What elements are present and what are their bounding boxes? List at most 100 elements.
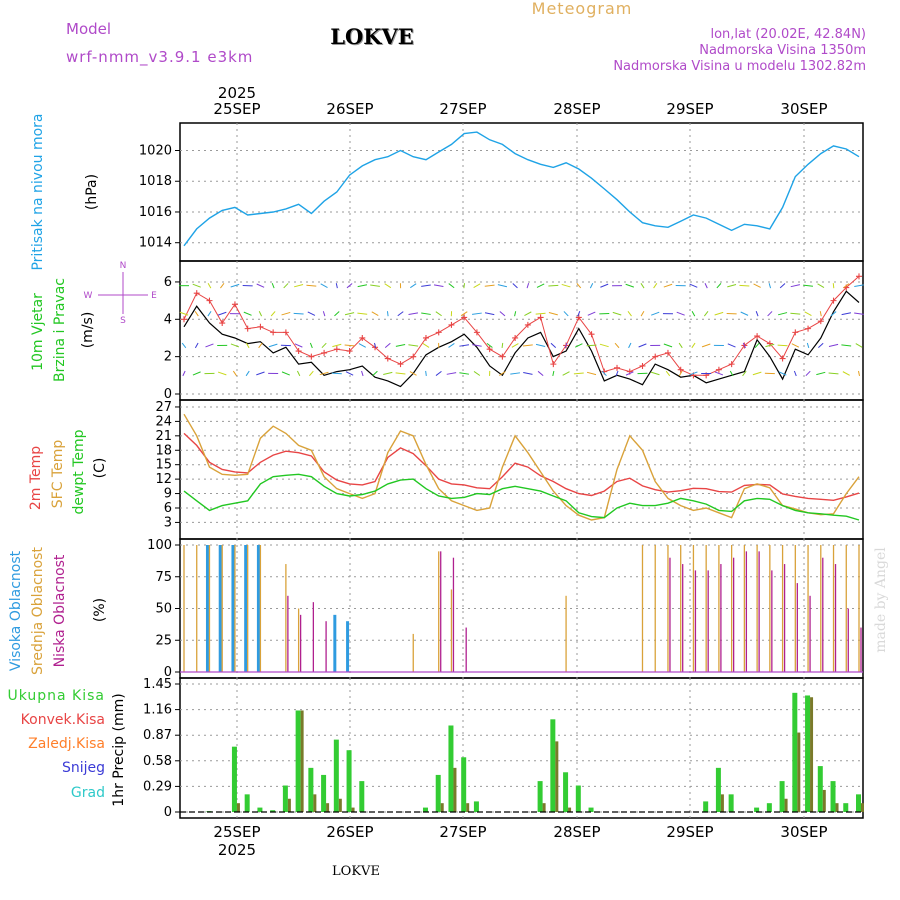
wind-gust-point xyxy=(422,334,429,341)
top-date-label: 26SEP xyxy=(326,100,373,118)
wind-direction-arrow xyxy=(484,312,495,316)
wind-direction-arrow xyxy=(283,283,289,289)
wind-direction-arrow xyxy=(296,370,301,377)
sfc-temp-line xyxy=(183,413,860,521)
wind-direction-arrow xyxy=(256,283,265,288)
bottom-year: 2025 xyxy=(218,841,256,859)
total-precip-bar xyxy=(461,757,467,812)
pressure-line xyxy=(183,131,860,247)
wind-direction-arrow xyxy=(294,284,304,288)
wind-gust-point xyxy=(257,323,264,330)
wind-direction-arrow xyxy=(514,311,517,317)
wind-direction-arrow xyxy=(714,371,724,376)
wind-direction-arrow xyxy=(817,283,825,289)
wind-gust-point xyxy=(588,331,595,338)
wind-direction-arrow xyxy=(830,311,837,317)
wind-gust-point xyxy=(333,346,340,353)
temp-ylabel-2: SFC Temp xyxy=(50,440,66,509)
wind-direction-arrow xyxy=(192,283,201,288)
conv-precip-bar xyxy=(326,803,330,812)
total-precip-bar xyxy=(537,781,543,812)
wind-gust-point xyxy=(435,329,442,336)
wind-direction-arrow xyxy=(589,283,594,289)
total-precip-bar xyxy=(817,766,823,812)
wind-direction-arrow xyxy=(181,342,187,349)
compass-east: E xyxy=(151,291,157,301)
dewpt-temp-line xyxy=(183,473,860,521)
wind-gust-point xyxy=(817,318,824,325)
meteogram-label: Meteogram xyxy=(532,0,633,18)
conv-precip-bar xyxy=(810,697,814,812)
wind-direction-arrow xyxy=(408,344,419,347)
wind-direction-arrow xyxy=(805,370,811,377)
wind-direction-arrow xyxy=(281,371,290,376)
wind-direction-arrow xyxy=(704,283,708,289)
wind-gust-point xyxy=(473,329,480,336)
wind-direction-arrow xyxy=(408,312,419,316)
y-tick-label: 100 xyxy=(147,538,172,553)
wind-direction-arrow xyxy=(217,311,227,316)
wind-direction-arrow xyxy=(435,370,442,376)
conv-precip-bar xyxy=(440,803,444,812)
wind-direction-arrow xyxy=(374,342,377,349)
wind-direction-arrow xyxy=(627,311,632,317)
wind-direction-arrow xyxy=(383,371,393,375)
conv-precip-bar xyxy=(313,794,317,812)
bottom-date-axis: 25SEP 26SEP 27SEP 28SEP 29SEP 30SEP xyxy=(213,823,827,841)
wind-direction-arrow xyxy=(309,342,313,349)
total-precip-bar xyxy=(754,807,760,812)
wind-direction-arrow xyxy=(804,311,812,316)
location-label: lon,lat (20.02E, 42.84N) xyxy=(710,27,866,42)
bottom-date-label: 27SEP xyxy=(439,823,486,841)
wind-gust-point xyxy=(282,329,289,336)
wind-direction-arrow xyxy=(855,343,863,348)
y-tick-label: 1.45 xyxy=(143,677,172,692)
wind-direction-arrow xyxy=(552,370,555,377)
wind-gust-point xyxy=(346,348,353,355)
precip-panel xyxy=(179,677,864,819)
wind-direction-arrow xyxy=(395,372,406,375)
wind-direction-arrow xyxy=(384,283,392,289)
wind-direction-arrow xyxy=(409,371,417,376)
y-tick-label: 2 xyxy=(164,350,172,365)
wind-direction-arrow xyxy=(752,371,762,376)
wind-direction-arrow xyxy=(182,370,186,377)
total-precip-bar xyxy=(728,794,734,812)
total-precip-bar xyxy=(435,774,441,812)
wind-direction-arrow xyxy=(640,283,645,289)
wind-direction-arrow xyxy=(573,372,584,375)
temperature-series xyxy=(183,413,860,521)
wind-direction-arrow xyxy=(819,311,822,317)
wind-direction-arrow xyxy=(281,311,291,316)
top-date-label: 25SEP xyxy=(213,100,260,118)
wind-direction-arrow xyxy=(463,283,466,289)
wind-direction-arrow xyxy=(422,343,430,348)
wind-direction-arrow xyxy=(335,283,338,289)
cloud-ylabel-3: Niska Oblacnost xyxy=(52,554,68,667)
precip-legend-conv: Konvek.Kisa xyxy=(21,712,105,728)
wind-direction-arrow xyxy=(777,344,788,347)
wind-compass: N S W E xyxy=(84,261,158,326)
wind-direction-arrow xyxy=(179,311,189,316)
wind-unit: (m/s) xyxy=(80,312,96,349)
wind-direction-arrow xyxy=(499,371,506,376)
wind-direction-arrow xyxy=(344,312,355,316)
wind-gust-point xyxy=(754,333,761,340)
wind-gust-point xyxy=(321,349,328,356)
y-tick-label: 24 xyxy=(155,414,172,429)
wind-direction-arrow xyxy=(435,311,442,317)
wind-direction-arrow xyxy=(512,283,518,289)
y-tick-label: 0.58 xyxy=(143,754,172,769)
wind-direction-arrow xyxy=(755,311,759,317)
wind-direction-arrow xyxy=(319,371,329,376)
conv-precip-bar xyxy=(300,710,304,812)
wind-direction-arrow xyxy=(397,311,404,317)
total-precip-bar xyxy=(257,807,263,812)
wind-direction-arrow xyxy=(678,342,683,349)
wind-direction-arrow xyxy=(742,342,746,349)
wind-direction-arrow xyxy=(207,283,212,289)
wind-gust-point xyxy=(856,273,862,280)
wind-direction-arrow xyxy=(344,344,355,347)
wind-direction-arrow xyxy=(345,371,354,376)
wind-direction-arrow xyxy=(854,284,864,287)
